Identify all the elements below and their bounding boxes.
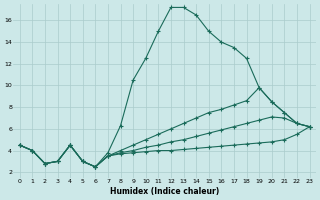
X-axis label: Humidex (Indice chaleur): Humidex (Indice chaleur) — [110, 187, 219, 196]
